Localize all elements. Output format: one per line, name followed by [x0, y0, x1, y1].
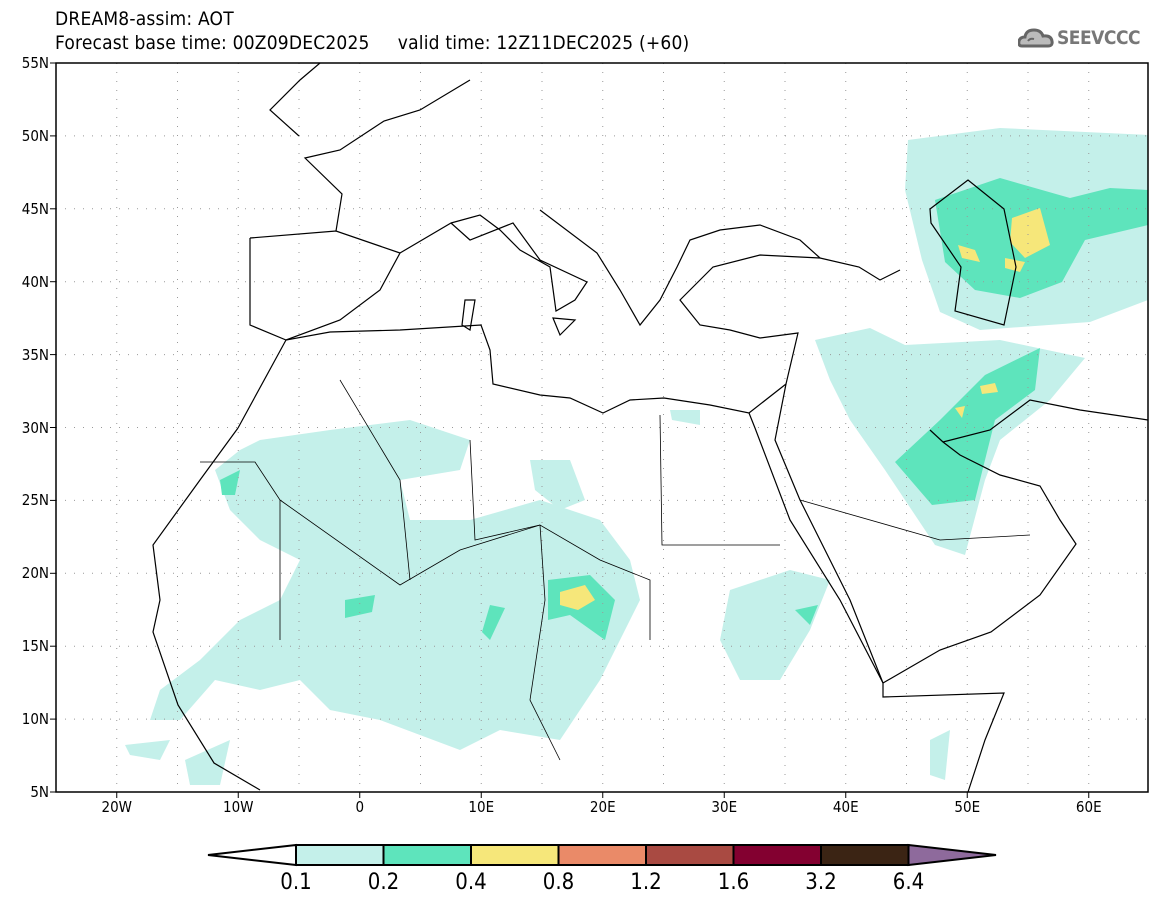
- colorbar-swatch: [295, 844, 385, 866]
- colorbar-swatch: [645, 844, 735, 866]
- lat-label: 5N: [30, 783, 49, 801]
- gridlines: [56, 63, 1148, 792]
- lon-label: 20E: [589, 798, 616, 816]
- lon-label: 10W: [222, 798, 254, 816]
- colorbar-label: 0.2: [367, 870, 400, 895]
- colorbar-high-arrow: [907, 843, 997, 867]
- colorbar-label: 1.2: [630, 870, 662, 895]
- colorbar-label: 3.2: [805, 870, 837, 895]
- lat-label: 40N: [21, 272, 49, 291]
- lon-label: 10E: [468, 798, 495, 816]
- lon-label: 30E: [711, 798, 738, 816]
- lat-label: 20N: [21, 564, 49, 583]
- aot-level-0.4: [560, 208, 1050, 610]
- logo-text: SEEVCCC: [1057, 27, 1141, 49]
- cloud-icon: [1018, 28, 1054, 48]
- colorbar-swatch: [470, 844, 560, 866]
- colorbar-swatch: [382, 844, 472, 866]
- colorbar-label: 0.8: [542, 870, 575, 895]
- colorbar-label: 0.1: [280, 870, 312, 895]
- colorbar-low-arrow: [207, 843, 297, 867]
- base-time: Forecast base time: 00Z09DEC2025: [55, 32, 370, 54]
- lon-label: 20W: [101, 798, 133, 816]
- colorbar-swatch: [732, 844, 822, 866]
- lat-label: 55N: [21, 54, 49, 72]
- lat-label: 35N: [21, 345, 49, 364]
- colorbar-swatch: [820, 844, 910, 866]
- lat-label: 15N: [21, 637, 49, 656]
- lat-label: 45N: [21, 199, 49, 218]
- aot-contours: [56, 63, 1148, 792]
- lat-label: 50N: [21, 126, 49, 145]
- lon-label: 60E: [1075, 798, 1102, 816]
- colorbar-label: 6.4: [892, 870, 925, 895]
- axis-ticks: [50, 62, 1090, 798]
- coastlines: [152, 63, 1148, 792]
- country-borders: [200, 379, 1031, 761]
- seevccc-logo: SEEVCCC: [1018, 26, 1141, 50]
- lon-label: 50E: [954, 798, 981, 816]
- valid-time: valid time: 12Z11DEC2025 (+60): [397, 32, 690, 54]
- colorbar-label: 0.4: [455, 870, 487, 895]
- time-info: Forecast base time: 00Z09DEC2025 valid t…: [55, 32, 689, 54]
- lat-label: 30N: [21, 418, 49, 437]
- colorbar-label: 1.6: [717, 870, 750, 895]
- colorbar-swatch: [557, 844, 647, 866]
- lat-label: 10N: [21, 710, 49, 729]
- lon-label: 40E: [832, 798, 859, 816]
- colorbar: [207, 843, 997, 867]
- lat-label: 25N: [21, 491, 49, 510]
- lon-label: 0: [355, 798, 365, 816]
- chart-title: DREAM8-assim: AOT: [55, 8, 234, 30]
